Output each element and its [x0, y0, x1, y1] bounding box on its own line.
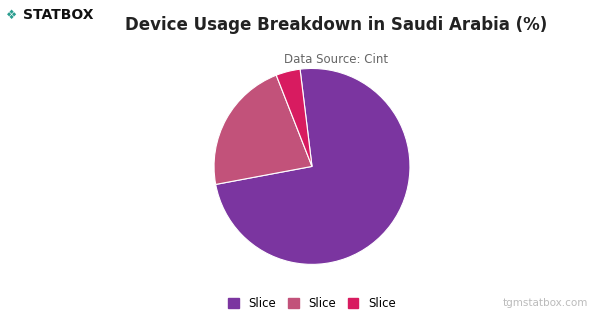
Wedge shape [214, 75, 312, 184]
Wedge shape [216, 68, 410, 264]
Legend: Slice, Slice, Slice: Slice, Slice, Slice [224, 292, 400, 314]
Text: STATBOX: STATBOX [23, 8, 94, 22]
Text: ❖: ❖ [6, 9, 17, 22]
Text: Device Usage Breakdown in Saudi Arabia (%): Device Usage Breakdown in Saudi Arabia (… [125, 16, 547, 34]
Wedge shape [276, 69, 312, 166]
Text: tgmstatbox.com: tgmstatbox.com [503, 298, 588, 308]
Text: Data Source: Cint: Data Source: Cint [284, 53, 388, 66]
